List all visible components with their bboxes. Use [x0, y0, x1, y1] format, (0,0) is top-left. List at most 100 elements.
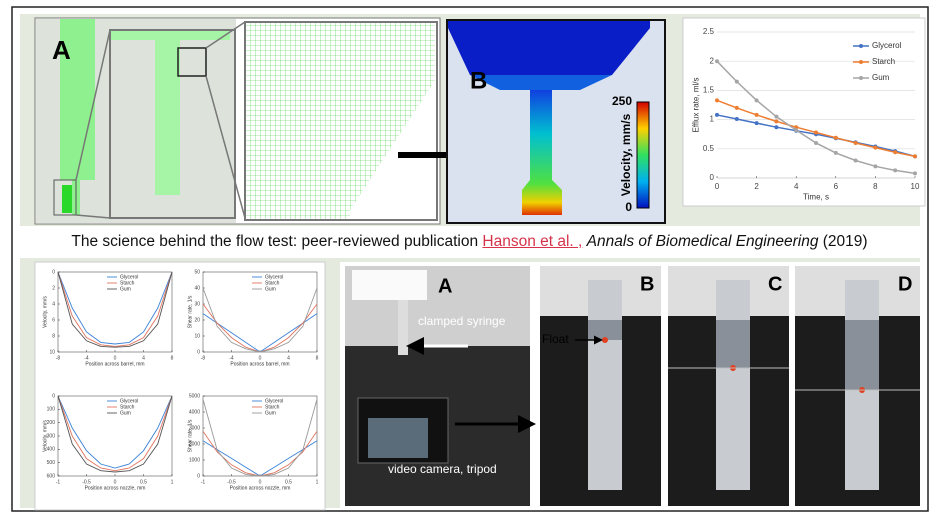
camera-screen: [368, 418, 428, 458]
legend-marker: [859, 44, 863, 48]
y-axis-label: Velocity, mm/s: [42, 296, 48, 328]
y-axis-label: Shear rate, 1/s: [187, 419, 193, 452]
y-tick-label: 40: [194, 285, 200, 291]
data-point: [755, 121, 759, 125]
x-tick-label: 6: [834, 182, 839, 191]
y-axis-label: Efflux rate, ml/s: [691, 78, 700, 133]
data-point: [715, 59, 719, 63]
clamp: [352, 270, 427, 300]
data-point: [755, 113, 759, 117]
data-point: [913, 171, 917, 175]
data-point: [873, 164, 877, 168]
data-point: [735, 117, 739, 121]
data-point: [735, 106, 739, 110]
legend-label: Gum: [265, 286, 276, 292]
photo-letter: C: [768, 273, 782, 295]
data-point: [814, 141, 818, 145]
y-tick-label: 100: [47, 407, 56, 413]
y-tick-label: 2: [710, 56, 715, 65]
data-point: [834, 151, 838, 155]
photo-letter: A: [438, 275, 452, 297]
colorbar-tick: 250: [612, 94, 632, 108]
data-point: [834, 136, 838, 140]
data-point: [794, 128, 798, 132]
panel-letter: A: [52, 35, 71, 65]
caption: The science behind the flow test: peer-r…: [0, 233, 939, 251]
y-tick-label: 0.5: [703, 144, 715, 153]
y-tick-label: 5000: [189, 393, 200, 399]
y-axis-label: Velocity, mm/s: [42, 420, 48, 452]
y-tick-label: 0: [197, 349, 200, 355]
x-tick-label: 4: [794, 182, 799, 191]
y-tick-label: 10: [49, 349, 55, 355]
y-tick-label: 0: [52, 393, 55, 399]
data-point: [873, 146, 877, 150]
x-axis-label: Position across barrel, mm: [85, 361, 144, 367]
x-tick-label: 2: [754, 182, 759, 191]
y-tick-label: 6: [52, 317, 55, 323]
data-point: [814, 130, 818, 134]
photo-b: [540, 266, 661, 506]
y-tick-label: 0: [710, 173, 715, 182]
y-tick-label: 600: [47, 473, 56, 479]
journal: Annals of Biomedical Engineering: [587, 233, 819, 250]
y-tick-label: 0: [197, 473, 200, 479]
y-tick-label: 4: [52, 301, 55, 307]
x-tick-label: -8: [201, 355, 206, 361]
y-tick-label: 2.5: [703, 27, 715, 36]
x-tick-label: -1: [201, 479, 206, 485]
data-point: [774, 115, 778, 119]
legend-label: Gum: [120, 286, 131, 292]
photo-letter: B: [640, 273, 654, 295]
x-tick-label: 1: [171, 479, 174, 485]
y-tick-label: 4000: [189, 409, 200, 415]
x-axis-label: Position across nozzle, mm: [85, 485, 146, 491]
annotation: clamped syringe: [418, 314, 506, 328]
y-tick-label: 30: [194, 301, 200, 307]
legend-label: Gum: [265, 410, 276, 416]
data-point: [893, 168, 897, 172]
data-point: [755, 98, 759, 102]
profiles-panel: [35, 262, 325, 510]
x-axis-label: Position across nozzle, mm: [230, 485, 291, 491]
legend-marker: [859, 76, 863, 80]
legend-label: Glycerol: [872, 41, 902, 50]
data-point: [774, 119, 778, 123]
y-tick-label: 20: [194, 317, 200, 323]
y-tick-label: 8: [52, 333, 55, 339]
x-tick-label: 8: [316, 355, 319, 361]
annotation: Float: [542, 332, 569, 346]
data-point: [913, 154, 917, 158]
data-point: [715, 113, 719, 117]
x-tick-label: -1: [56, 479, 61, 485]
y-axis-label: Shear rate, 1/s: [187, 295, 193, 328]
syringe: [398, 300, 408, 355]
caption-text: The science behind the flow test: peer-r…: [71, 233, 478, 250]
x-tick-label: 8: [873, 182, 878, 191]
year: (2019): [823, 233, 868, 250]
figure: A B Velocity, mm/s 250 0 00.511.522.5024…: [0, 0, 939, 517]
photo-letter: D: [898, 273, 912, 295]
x-axis-label: Position across barrel, mm: [230, 361, 289, 367]
annotation: video camera, tripod: [388, 462, 497, 476]
data-point: [735, 80, 739, 84]
x-tick-label: 10: [911, 182, 920, 191]
legend-marker: [859, 60, 863, 64]
data-point: [715, 98, 719, 102]
x-tick-label: 8: [171, 355, 174, 361]
photo-d: [795, 266, 920, 506]
y-tick-label: 1000: [189, 457, 200, 463]
y-tick-label: 10: [194, 333, 200, 339]
citation-link[interactable]: Hanson et al. ,: [482, 233, 582, 250]
y-tick-label: 1: [710, 115, 715, 124]
colorbar-label: Velocity, mm/s: [619, 113, 633, 196]
x-tick-label: 1: [316, 479, 319, 485]
y-tick-label: 1.5: [703, 86, 715, 95]
legend-label: Gum: [120, 410, 131, 416]
page: {"figure": {"cfd_label": "A", "velocity_…: [0, 0, 939, 517]
legend-label: Gum: [872, 73, 890, 82]
x-tick-label: -8: [56, 355, 61, 361]
y-tick-label: 2: [52, 285, 55, 291]
x-tick-label: 0: [715, 182, 720, 191]
y-tick-label: 50: [194, 269, 200, 275]
